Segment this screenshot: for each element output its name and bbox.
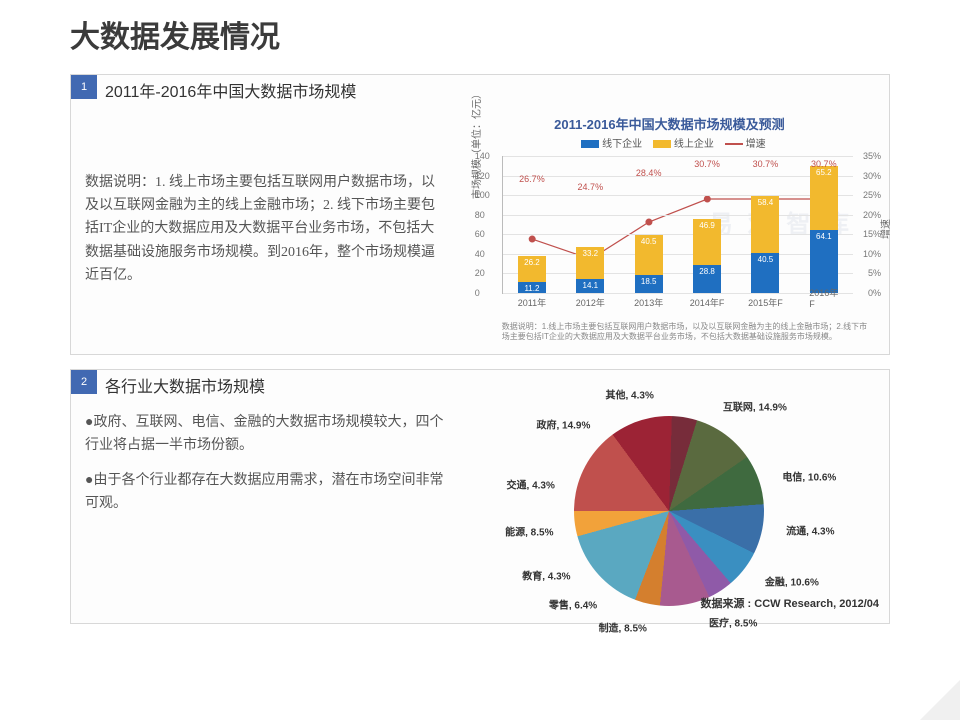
section1-body-text: 数据说明：1. 线上市场主要包括互联网用户数据市场，以及以互联网金融为主的线上金… <box>77 169 448 288</box>
bullet-item: ●政府、互联网、电信、金融的大数据市场规模较大，四个行业将占据一半市场份额。 <box>85 411 446 457</box>
pie-slice-label: 交通, 4.3% <box>507 477 555 492</box>
combo-chart-title: 2011-2016年中国大数据市场规模及预测 <box>456 114 883 133</box>
section2-bullets: ●政府、互联网、电信、金融的大数据市场规模较大，四个行业将占据一半市场份额。 ●由… <box>77 409 448 613</box>
legend-swatch-line <box>725 143 743 145</box>
section-industry-pie: 2 各行业大数据市场规模 ●政府、互联网、电信、金融的大数据市场规模较大，四个行… <box>70 369 890 624</box>
y-axis-left-title: 市场规模（单位：亿元） <box>468 89 483 199</box>
legend-label-c: 增速 <box>746 139 766 150</box>
section-number-badge: 2 <box>71 370 97 394</box>
pie-slice-label: 金融, 10.6% <box>765 573 819 588</box>
pie-slice-label: 制造, 8.5% <box>599 619 647 634</box>
pie-chart: 数据来源 : CCW Research, 2012/04 互联网, 14.9%电… <box>456 409 883 613</box>
pie-slice-label: 流通, 4.3% <box>786 523 834 538</box>
section-market-size: 1 2011年-2016年中国大数据市场规模 数据说明：1. 线上市场主要包括互… <box>70 74 890 355</box>
pie-slice-label: 互联网, 14.9% <box>723 398 787 413</box>
section-number-badge: 1 <box>71 75 97 99</box>
legend-label-b: 线上企业 <box>674 139 714 150</box>
combo-plot-area: 0204060801001201400%5%10%15%20%25%30%35%… <box>502 156 853 294</box>
pie-source: 数据来源 : CCW Research, 2012/04 <box>700 595 879 611</box>
pie-slice-label: 医疗, 8.5% <box>709 615 757 630</box>
pie-slice-label: 零售, 6.4% <box>549 597 597 612</box>
pie-disc <box>574 416 764 606</box>
slide-corner-fold <box>920 680 960 720</box>
pie-slice-label: 政府, 14.9% <box>536 416 590 431</box>
legend-swatch-bottom <box>581 140 599 148</box>
legend-label-a: 线下企业 <box>602 139 642 150</box>
combo-chart: 2011-2016年中国大数据市场规模及预测 线下企业 线上企业 增速 易 观 … <box>456 114 883 344</box>
pie-slice-label: 其他, 4.3% <box>606 387 654 402</box>
pie-slice-label: 电信, 10.6% <box>782 468 836 483</box>
combo-chart-legend: 线下企业 线上企业 增速 <box>456 135 883 150</box>
legend-swatch-top <box>653 140 671 148</box>
pie-slice-label: 教育, 4.3% <box>522 567 570 582</box>
combo-chart-footnote: 数据说明：1.线上市场主要包括互联网用户数据市场，以及以互联网金融为主的线上金融… <box>502 322 873 342</box>
page-title: 大数据发展情况 <box>0 0 960 60</box>
pie-slice-label: 能源, 8.5% <box>505 524 553 539</box>
bullet-item: ●由于各个行业都存在大数据应用需求，潜在市场空间非常可观。 <box>85 469 446 515</box>
